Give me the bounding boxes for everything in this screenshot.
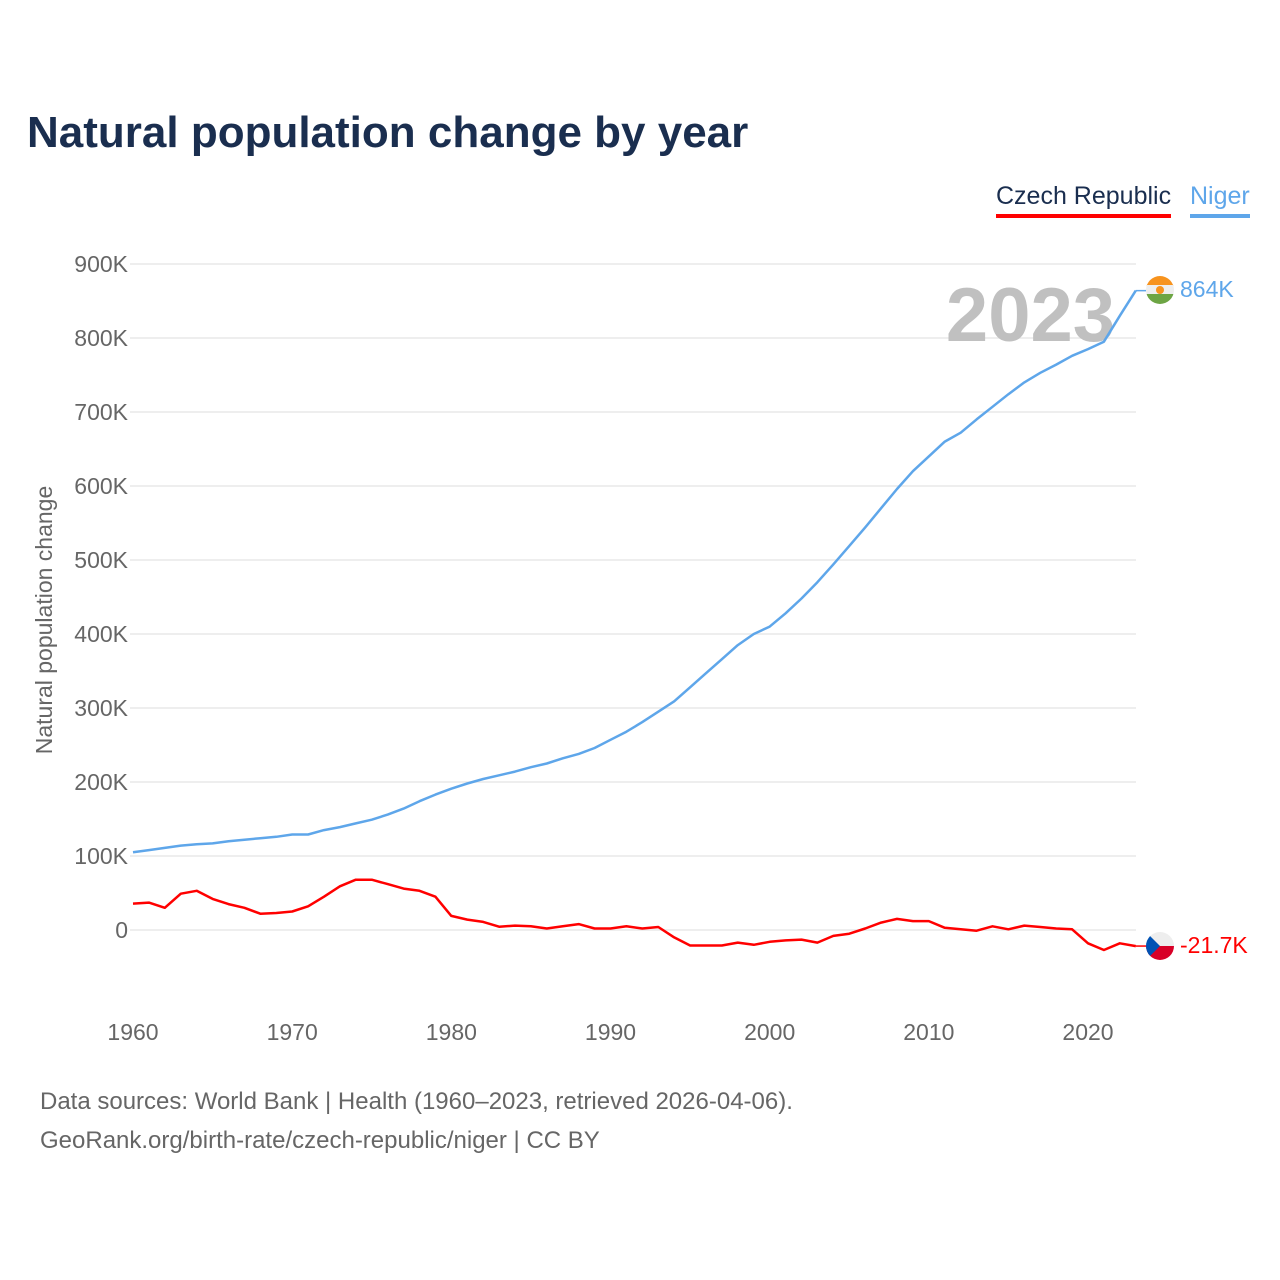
gridlines — [130, 263, 1136, 931]
footer-sources: Data sources: World Bank | Health (1960–… — [40, 1088, 793, 1115]
x-axis-ticks: 1960 1970 1980 1990 2000 2010 2020 — [107, 1019, 1113, 1045]
line-chart: 0 100K 200K 300K 400K 500K 600K 700K 800K 900K 19… — [31, 251, 1248, 1045]
x-tick-label: 1980 — [426, 1019, 477, 1045]
x-tick-label: 1960 — [107, 1019, 158, 1045]
year-watermark: 2023 — [946, 273, 1115, 358]
legend-item-niger[interactable]: Niger — [1190, 182, 1250, 218]
y-axis-ticks: 0 100K 200K 300K 400K 500K 600K 700K 800K 900K — [74, 251, 128, 943]
y-tick-label: 300K — [74, 695, 128, 721]
y-tick-label: 500K — [74, 547, 128, 573]
czech-flag-icon — [1146, 932, 1174, 960]
y-tick-label: 700K — [74, 399, 128, 425]
series-line-niger[interactable] — [132, 289, 1137, 854]
y-tick-label: 900K — [74, 251, 128, 277]
y-tick-label: 200K — [74, 769, 128, 795]
x-tick-label: 2000 — [744, 1019, 795, 1045]
y-tick-label: 100K — [74, 843, 128, 869]
x-tick-label: 1970 — [267, 1019, 318, 1045]
chart-title: Natural population change by year — [27, 108, 749, 157]
czech-end-label: -21.7K — [1180, 932, 1248, 958]
y-tick-label: 800K — [74, 325, 128, 351]
y-tick-label: 400K — [74, 621, 128, 647]
series-line-czech-republic[interactable] — [132, 878, 1137, 952]
y-axis-label: Natural population change — [31, 486, 57, 755]
x-tick-label: 2010 — [903, 1019, 954, 1045]
x-tick-label: 1990 — [585, 1019, 636, 1045]
niger-end-label: 864K — [1180, 276, 1234, 302]
niger-flag-icon — [1146, 276, 1174, 304]
footer-link[interactable]: GeoRank.org/birth-rate/czech-republic/ni… — [40, 1127, 600, 1154]
legend-item-czech-republic[interactable]: Czech Republic — [996, 182, 1172, 218]
y-tick-label: 0 — [115, 917, 128, 943]
x-tick-label: 2020 — [1062, 1019, 1113, 1045]
y-tick-label: 600K — [74, 473, 128, 499]
series-lines — [132, 289, 1146, 952]
